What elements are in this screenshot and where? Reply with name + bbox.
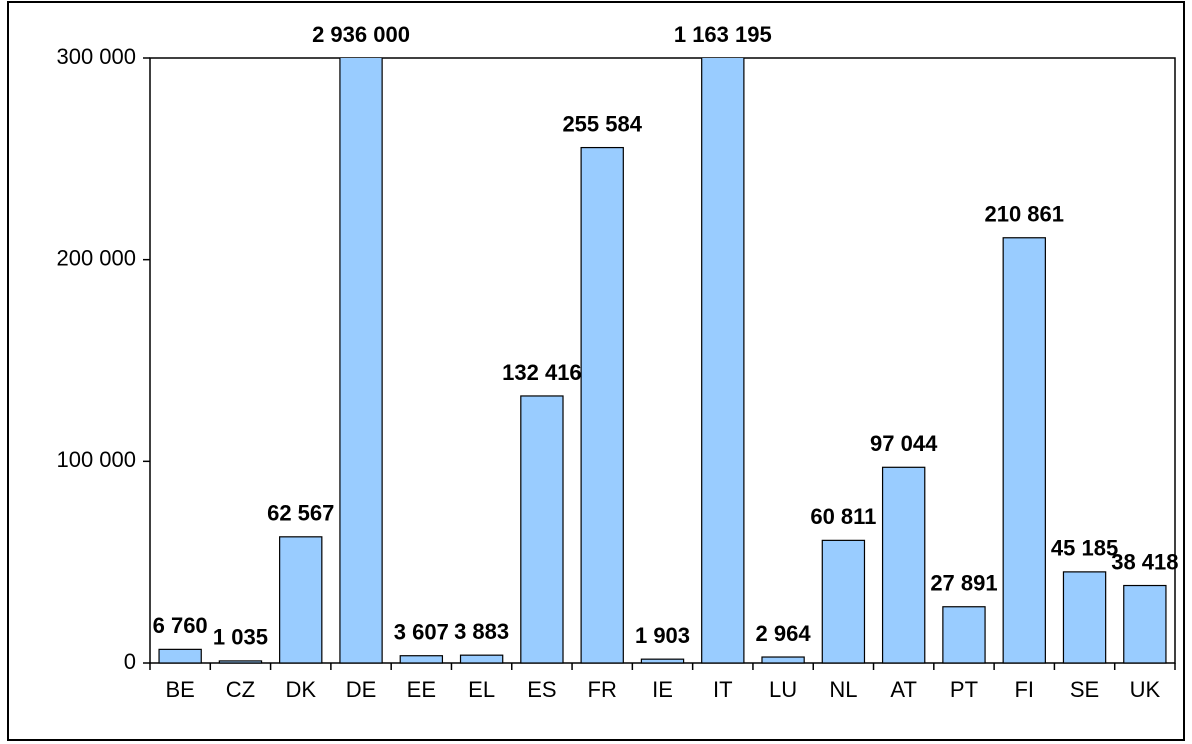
- chart-frame: [7, 1, 1185, 741]
- y-tick-label: 300 000: [56, 44, 136, 69]
- bar: [158, 648, 202, 664]
- x-tick-label: DK: [285, 677, 316, 702]
- bar: [520, 395, 564, 664]
- value-label: 3 607: [394, 620, 449, 645]
- bar: [399, 655, 444, 664]
- x-tick-label: PT: [950, 677, 978, 702]
- bar: [881, 466, 926, 664]
- value-label: 1 163 195: [674, 22, 772, 47]
- bar: [821, 539, 866, 664]
- bar: [580, 146, 624, 664]
- value-label: 2 964: [756, 621, 812, 646]
- bars: [158, 58, 1167, 664]
- bar: [1002, 237, 1046, 664]
- y-tick-label: 200 000: [56, 245, 136, 270]
- x-tick-label: BE: [165, 677, 194, 702]
- value-label: 6 760: [153, 613, 208, 638]
- value-label: 255 584: [562, 111, 642, 136]
- value-label: 1 903: [635, 623, 690, 648]
- value-label: 3 883: [454, 619, 509, 644]
- x-tick-label: CZ: [226, 677, 255, 702]
- value-label: 45 185: [1051, 536, 1118, 561]
- bar: [942, 606, 986, 664]
- bar: [1062, 571, 1107, 664]
- value-label: 27 891: [930, 571, 997, 596]
- x-tick-label: FI: [1014, 677, 1034, 702]
- x-tick-label: AT: [890, 677, 916, 702]
- bar: [279, 536, 323, 664]
- x-tick-label: EE: [407, 677, 436, 702]
- value-label: 1 035: [213, 625, 268, 650]
- x-tick-label: DE: [346, 677, 377, 702]
- bar: [640, 658, 685, 664]
- bar: [459, 654, 504, 664]
- x-tick-label: SE: [1070, 677, 1099, 702]
- bar: [218, 660, 263, 664]
- value-label: 210 861: [984, 202, 1064, 227]
- value-label: 62 567: [267, 501, 334, 526]
- bar: [761, 656, 805, 664]
- x-tick-label: IT: [713, 677, 733, 702]
- y-tick-label: 100 000: [56, 447, 136, 472]
- bar: [339, 58, 383, 664]
- x-tick-label: LU: [769, 677, 797, 702]
- value-label: 60 811: [810, 504, 876, 529]
- value-label: 97 044: [870, 431, 938, 456]
- x-tick-label: FR: [588, 677, 617, 702]
- value-label: 132 416: [502, 360, 582, 385]
- bar: [1123, 584, 1167, 664]
- x-tick-label: EL: [468, 677, 495, 702]
- value-label: 38 418: [1111, 549, 1178, 574]
- bar: [701, 58, 745, 664]
- x-tick-label: IE: [652, 677, 673, 702]
- value-label: 2 936 000: [312, 22, 410, 47]
- x-tick-label: UK: [1130, 677, 1161, 702]
- y-tick-label: 0: [124, 649, 136, 674]
- x-tick-label: NL: [829, 677, 857, 702]
- x-tick-label: ES: [527, 677, 556, 702]
